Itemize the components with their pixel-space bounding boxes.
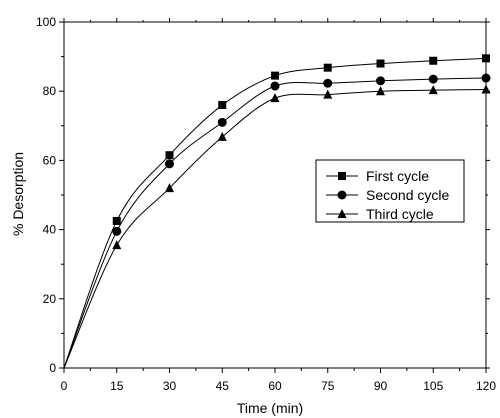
data-point-square (482, 54, 490, 63)
y-tick-label: 20 (43, 292, 57, 306)
data-point-circle (323, 78, 333, 88)
data-point-square (323, 63, 332, 72)
y-tick-label: 100 (36, 15, 56, 29)
data-point-triangle (270, 93, 280, 103)
data-point-triangle (112, 240, 122, 250)
x-tick-label: 60 (268, 379, 282, 393)
data-point-circle (376, 76, 385, 86)
series-triangle (63, 84, 491, 369)
x-tick-label: 30 (163, 379, 177, 393)
legend: First cycle Second cycle Third cycle (315, 159, 465, 223)
series-circle (63, 73, 491, 369)
legend-label: Third cycle (366, 206, 434, 222)
data-point-triangle (217, 131, 227, 141)
legend-marker-square (338, 172, 346, 180)
y-tick-label: 60 (43, 153, 57, 167)
x-tick-label: 45 (216, 379, 230, 393)
x-tick-label: 0 (61, 379, 68, 393)
axes: 0 15 30 45 60 75 90 105 120 0 20 40 60 80 100 (36, 15, 496, 393)
series-line (63, 88, 487, 369)
x-tick-label: 105 (423, 379, 443, 393)
series-line (63, 77, 487, 369)
data-point-circle (481, 73, 491, 83)
x-tick-label: 120 (476, 379, 496, 393)
data-point-triangle (428, 85, 438, 95)
data-point-triangle (323, 89, 333, 99)
y-tick-label: 40 (43, 223, 57, 237)
x-tick-label: 90 (374, 379, 388, 393)
data-point-triangle (165, 183, 174, 193)
legend-marker-circle (337, 190, 347, 200)
series-square (63, 54, 490, 369)
data-point-circle (270, 81, 280, 91)
y-axis-label: % Desorption (10, 152, 26, 236)
data-point-triangle (481, 84, 491, 94)
data-point-square (218, 101, 227, 110)
x-axis-label: Time (min) (237, 400, 303, 416)
legend-marker-triangle (337, 209, 347, 218)
data-point-square (165, 151, 174, 160)
y-tick-label: 0 (49, 361, 56, 375)
data-point-square (429, 56, 438, 65)
data-point-square (271, 71, 279, 80)
data-point-circle (217, 117, 227, 127)
data-point-triangle (376, 86, 385, 96)
x-tick-label: 75 (321, 379, 335, 393)
legend-label: First cycle (366, 168, 429, 184)
data-point-circle (165, 159, 174, 169)
data-point-circle (112, 226, 122, 236)
y-tick-label: 80 (43, 84, 57, 98)
x-tick-label: 15 (110, 379, 124, 393)
data-point-square (112, 216, 121, 225)
data-point-square (376, 59, 385, 68)
series-layer (63, 54, 491, 369)
legend-label: Second cycle (366, 187, 449, 203)
data-point-circle (428, 74, 438, 84)
